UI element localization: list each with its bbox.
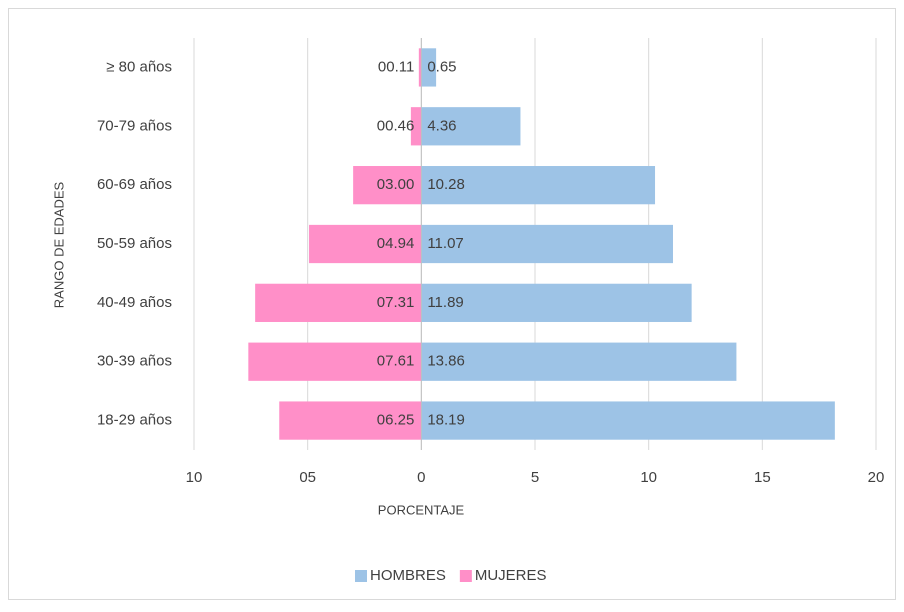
y-tick-label: 50-59 años [97, 235, 172, 252]
data-label: 0.65 [427, 58, 456, 75]
y-tick-label: 18-29 años [97, 412, 172, 429]
bar [421, 342, 737, 381]
y-tick-label: 70-79 años [97, 117, 172, 134]
legend-label: HOMBRES [370, 567, 446, 584]
x-tick-label: 15 [754, 469, 771, 486]
bar [279, 401, 422, 440]
data-label: 00.11 [378, 58, 414, 75]
bar [353, 166, 422, 205]
bar [309, 224, 422, 264]
bar [421, 107, 521, 146]
y-axis-title: RANGO DE EDADES [51, 181, 66, 308]
y-tick-label: ≥ 80 años [106, 58, 172, 75]
bar [421, 166, 656, 205]
data-label: 10.28 [427, 176, 465, 193]
x-tick-label: 05 [299, 469, 316, 486]
y-tick-label: 40-49 años [97, 294, 172, 311]
bar [421, 283, 692, 322]
bar [410, 107, 422, 146]
bar [248, 342, 422, 381]
data-label: 04.94 [377, 235, 415, 252]
data-label: 07.31 [377, 294, 415, 311]
legend-swatch [355, 570, 367, 582]
bar [421, 224, 673, 264]
bar [421, 401, 835, 440]
x-axis-title: PORCENTAJE [378, 502, 465, 517]
legend-swatch [459, 570, 472, 582]
x-tick-label: 20 [868, 469, 885, 486]
bar [418, 48, 422, 87]
bar [421, 48, 437, 87]
y-tick-label: 30-39 años [97, 353, 172, 370]
data-label: 00.46 [377, 117, 415, 134]
x-tick-label: 5 [531, 469, 539, 486]
y-tick-label: 60-69 años [97, 176, 172, 193]
x-tick-label: 0 [417, 469, 425, 486]
data-label: 06.25 [377, 412, 415, 429]
legend-label: MUJERES [475, 567, 547, 584]
data-label: 4.36 [427, 117, 456, 134]
bar [255, 283, 422, 322]
data-label: 11.07 [427, 235, 463, 252]
x-tick-label: 10 [186, 469, 203, 486]
data-label: 13.86 [427, 353, 465, 370]
data-label: 07.61 [377, 353, 415, 370]
data-label: 03.00 [377, 176, 415, 193]
x-tick-label: 10 [640, 469, 657, 486]
data-label: 11.89 [427, 294, 463, 311]
data-label: 18.19 [427, 412, 465, 429]
